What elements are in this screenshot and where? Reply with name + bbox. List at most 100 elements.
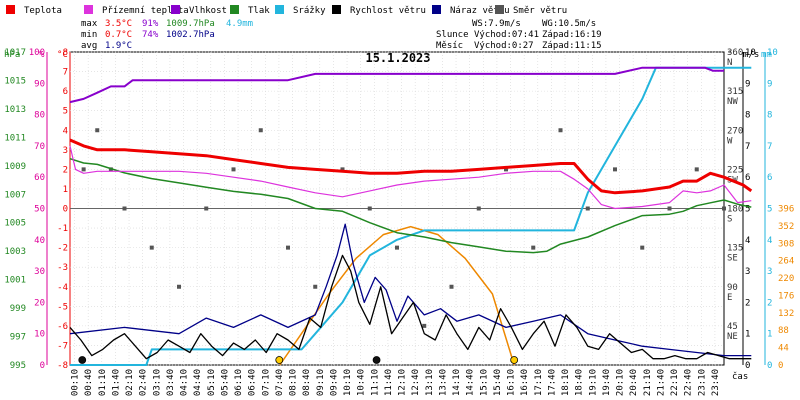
temp-tick-label: -5 (57, 302, 68, 312)
sun-tick-label: 44 (778, 344, 789, 354)
hpa-tick-label: 1017 (4, 48, 26, 58)
legend-swatch (6, 5, 15, 14)
x-tick-label: 07:10 (261, 369, 271, 396)
pct-tick-label: 70 (34, 142, 45, 152)
direction-tick-label: 270 (727, 126, 743, 136)
sun-tick-label: 308 (778, 239, 794, 249)
sun-tick-label: 352 (778, 222, 794, 232)
mm-tick-label: 5 (767, 205, 772, 215)
legend: Teplota Přízemní teplota Vlhkost Tlak Sr… (6, 5, 567, 16)
stats-max-label: max (81, 19, 98, 29)
mm-tick-label: 10 (767, 48, 778, 58)
x-tick-label: 06:10 (234, 369, 244, 396)
temp-tick-label: 7 (63, 68, 68, 78)
stats-min-hum: 74% (142, 30, 159, 40)
x-tick-label: 04:10 (180, 369, 190, 396)
legend-label: Náraz větru (450, 6, 510, 16)
pct-tick-label: 0 (40, 361, 45, 371)
legend-swatch (432, 5, 441, 14)
sun-tick-label: 264 (778, 257, 794, 267)
hpa-tick-label: 1011 (4, 133, 26, 143)
axis-unit-time: čas (732, 371, 748, 382)
direction-tick-label: S (727, 215, 732, 225)
temp-tick-label: -1 (57, 224, 68, 234)
x-tick-label: 04:40 (193, 369, 203, 396)
x-tick-label: 13:10 (425, 369, 435, 396)
x-tick-label: 07:40 (275, 369, 285, 396)
sun-tick-label: 176 (778, 291, 794, 301)
x-tick-label: 11:10 (370, 369, 380, 396)
ms-tick-label: 6 (745, 173, 750, 183)
x-tick-label: 02:40 (139, 369, 149, 396)
axis-unit-deg: ° (727, 50, 732, 60)
info-ws: WS:7.9m/s (472, 19, 521, 29)
x-axis-labels: 00:10 00:40 01:10 01:40 02:10 02:40 03:10 03:40… (71, 369, 721, 396)
info-moon-set: Západ:11:15 (542, 41, 602, 51)
pct-tick-label: 10 (34, 330, 45, 340)
ms-tick-label: 2 (745, 298, 750, 308)
direction-point (585, 206, 590, 211)
direction-point (340, 167, 345, 172)
hpa-tick-label: 1009 (4, 162, 26, 172)
x-tick-label: 09:10 (316, 369, 326, 396)
legend-item-gust: Náraz větru (432, 5, 510, 16)
direction-point (640, 245, 645, 250)
x-tick-label: 15:10 (479, 369, 489, 396)
sun-tick-label: 0 (778, 361, 783, 371)
x-tick-label: 00:10 (71, 369, 81, 396)
direction-point (449, 284, 454, 289)
x-tick-label: 10:10 (343, 369, 353, 396)
mm-tick-label: 8 (767, 111, 772, 121)
mm-tick-label: 6 (767, 173, 772, 183)
direction-tick-label: E (727, 293, 732, 303)
direction-point (694, 167, 699, 172)
ms-tick-label: 4 (745, 236, 750, 246)
x-tick-label: 05:40 (220, 369, 230, 396)
legend-label: Teplota (24, 6, 62, 16)
direction-tick-label: N (727, 58, 732, 68)
ms-tick-label: 1 (745, 330, 750, 340)
hpa-tick-label: 1005 (4, 219, 26, 229)
moon-rise-marker (78, 356, 87, 364)
direction-point (531, 245, 536, 250)
temp-tick-label: 2 (63, 165, 68, 175)
pct-tick-label: 100 (29, 48, 45, 58)
hpa-tick-label: 997 (10, 333, 26, 343)
series-pressure (69, 157, 752, 254)
x-tick-label: 16:10 (507, 369, 517, 396)
temp-tick-label: -3 (57, 263, 68, 273)
x-tick-label: 17:10 (534, 369, 544, 396)
x-tick-label: 00:40 (84, 369, 94, 396)
hpa-tick-label: 1013 (4, 105, 26, 115)
temp-tick-label: -7 (57, 341, 68, 351)
mm-tick-label: 9 (767, 79, 772, 89)
sun-tick-label: 132 (778, 309, 794, 319)
temp-tick-label: 6 (63, 87, 68, 97)
legend-swatch (230, 5, 239, 14)
x-tick-label: 17:40 (547, 369, 557, 396)
legend-swatch (84, 5, 93, 14)
temp-tick-label: 8 (63, 48, 68, 58)
x-tick-label: 15:40 (493, 369, 503, 396)
direction-tick-label: 45 (727, 322, 738, 332)
legend-label: Vlhkost (189, 6, 227, 16)
direction-tick-label: 315 (727, 87, 743, 97)
pct-tick-label: 40 (34, 236, 45, 246)
temp-tick-label: 3 (63, 146, 68, 156)
series-wind (69, 254, 752, 360)
direction-tick-label: SE (727, 254, 738, 264)
x-tick-label: 18:40 (575, 369, 585, 396)
x-tick-label: 16:40 (520, 369, 530, 396)
mm-tick-label: 1 (767, 330, 772, 340)
direction-point (667, 206, 672, 211)
mm-tick-label: 3 (767, 267, 772, 277)
axis-unit-ms: m/s (743, 50, 759, 60)
axis-unit-mm: mm (761, 50, 772, 60)
x-tick-label: 01:10 (98, 369, 108, 396)
info-sun-label: Slunce (436, 30, 469, 40)
x-tick-label: 18:10 (561, 369, 571, 396)
x-tick-label: 02:10 (125, 369, 135, 396)
direction-tick-label: 135 (727, 244, 743, 254)
direction-point (558, 128, 563, 133)
temp-tick-label: 5 (63, 107, 68, 117)
